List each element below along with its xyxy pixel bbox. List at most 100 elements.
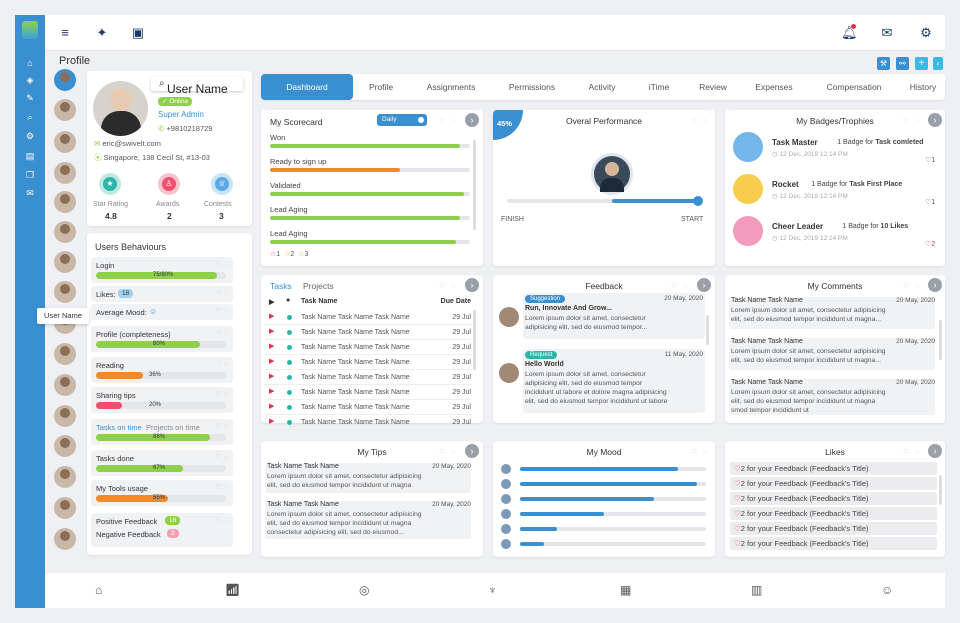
badge-likes[interactable]: ♡1 bbox=[925, 199, 936, 206]
growth-icon[interactable]: 📶︎ bbox=[225, 583, 241, 597]
scrollbar[interactable] bbox=[706, 315, 709, 345]
twitter-icon[interactable]: ✦ bbox=[96, 25, 108, 40]
like-item[interactable]: ♡2 for your Feedback (Feedback's Title) bbox=[730, 537, 937, 550]
feedback-item[interactable]: Request 11 May, 2020 Hello World Lorem ipsu… bbox=[523, 349, 705, 413]
like-item[interactable]: ♡2 for your Feedback (Feedback's Title) bbox=[730, 522, 937, 535]
calendar-icon[interactable]: ▥ bbox=[751, 583, 763, 597]
copy-icon[interactable]: ❐ bbox=[25, 170, 35, 180]
task-row[interactable]: ▶ Task Name Task Name Task Name 29 Jul bbox=[265, 356, 471, 370]
task-row[interactable]: ▶ Task Name Task Name Task Name 29 Jul bbox=[265, 341, 471, 355]
add-button[interactable]: + bbox=[915, 57, 928, 70]
tip-item[interactable]: Task Name Task Name 20 May, 2020 Lorem ips… bbox=[265, 501, 471, 539]
badge-likes[interactable]: ♡1 bbox=[925, 157, 936, 164]
next-button[interactable]: › bbox=[465, 278, 479, 292]
home-icon[interactable]: ⌂ bbox=[95, 583, 103, 597]
tab-dashboard[interactable]: Dashboard bbox=[261, 74, 353, 100]
behaviour-actions-icon[interactable]: ♡ ◌ bbox=[215, 454, 228, 461]
period-toggle[interactable]: Daily bbox=[377, 114, 427, 126]
user-avatar[interactable] bbox=[54, 191, 76, 213]
tab-history[interactable]: History bbox=[909, 82, 937, 92]
app-logo[interactable] bbox=[22, 21, 38, 39]
task-row[interactable]: ▶ Task Name Task Name Task Name 29 Jul bbox=[265, 416, 471, 430]
next-button[interactable]: › bbox=[928, 444, 942, 458]
task-row[interactable]: ▶ Task Name Task Name Task Name 29 Jul bbox=[265, 326, 471, 340]
task-row[interactable]: ▶ Task Name Task Name Task Name 29 Jul bbox=[265, 371, 471, 385]
card-actions-icon[interactable]: ♡ ◌ bbox=[691, 449, 710, 456]
like-item[interactable]: ♡2 for your Feedback (Feedback's Title) bbox=[730, 492, 937, 505]
card-actions-icon[interactable]: ♡ ◌ bbox=[903, 118, 922, 125]
tip-item[interactable]: Task Name Task Name 20 May, 2020 Lorem ips… bbox=[265, 463, 471, 493]
card-actions-icon[interactable]: ♡ ◌ bbox=[439, 118, 458, 125]
link-icon[interactable]: ⚯ bbox=[896, 57, 909, 70]
behaviour-actions-icon[interactable]: ♡ ◌ bbox=[215, 484, 228, 491]
card-actions-icon[interactable]: ♡ ◌ bbox=[439, 449, 458, 456]
comment-item[interactable]: Task Name Task Name 20 May, 2020 Lorem ips… bbox=[729, 297, 935, 329]
tab-itime[interactable]: iTime bbox=[648, 82, 670, 92]
behaviour-actions-icon[interactable]: ♡ ◌ bbox=[215, 330, 228, 337]
feedback-item[interactable]: Suggestion 20 May, 2020 Run, Innovate And … bbox=[523, 293, 705, 339]
user-avatar[interactable] bbox=[54, 99, 76, 121]
mail-icon[interactable]: ✉ bbox=[881, 25, 893, 40]
card-actions-icon[interactable]: ♡ ◌ bbox=[671, 283, 690, 290]
tab-permissions[interactable]: Permissions bbox=[508, 82, 556, 92]
gear-icon[interactable]: ⚙ bbox=[25, 131, 35, 141]
tab-review[interactable]: Review bbox=[699, 82, 727, 92]
next-button[interactable]: › bbox=[697, 278, 711, 292]
tab-tasks[interactable]: Tasks bbox=[270, 281, 292, 291]
menu-icon[interactable]: ≡ bbox=[61, 25, 69, 40]
award-icon[interactable]: ◎ bbox=[359, 583, 370, 597]
behaviour-actions-icon[interactable]: ♡ ◌ bbox=[215, 261, 228, 268]
like-item[interactable]: ♡2 for your Feedback (Feedback's Title) bbox=[730, 477, 937, 490]
task-row[interactable]: ▶ Task Name Task Name Task Name 29 Jul bbox=[265, 311, 471, 325]
card-actions-icon[interactable]: ♡ ◌ bbox=[903, 449, 922, 456]
task-row[interactable]: ▶ Task Name Task Name Task Name 29 Jul bbox=[265, 401, 471, 415]
behaviour-actions-icon[interactable]: ♡ ◌ bbox=[215, 308, 228, 315]
scrollbar[interactable] bbox=[939, 320, 942, 360]
tab-profile[interactable]: Profile bbox=[368, 82, 394, 92]
layers-icon[interactable]: ◈ bbox=[26, 75, 34, 85]
next-button[interactable]: › bbox=[465, 113, 479, 127]
user-avatar[interactable] bbox=[54, 528, 76, 550]
next-button[interactable]: › bbox=[928, 278, 942, 292]
user-email[interactable]: ✉ eric@swivelt.com bbox=[94, 139, 161, 148]
settings-icon[interactable]: ⚙ bbox=[920, 25, 932, 40]
search-icon[interactable]: ⌕ bbox=[159, 78, 165, 89]
tab-projects[interactable]: Projects bbox=[303, 281, 334, 291]
card-actions-icon[interactable]: ♡ ◌ bbox=[903, 283, 922, 290]
tab-assignments[interactable]: Assignments bbox=[426, 82, 476, 92]
tab-activity[interactable]: Activity bbox=[588, 82, 616, 92]
home-icon[interactable]: ⌂ bbox=[27, 58, 33, 68]
tab-expenses[interactable]: Expenses bbox=[755, 82, 793, 92]
user-avatar[interactable] bbox=[54, 374, 76, 396]
document-icon[interactable]: ▤ bbox=[25, 151, 35, 161]
card-actions-icon[interactable]: ♡ ◌ bbox=[439, 283, 458, 290]
user-avatar[interactable] bbox=[54, 405, 76, 427]
edit-icon[interactable]: ✎ bbox=[26, 93, 34, 103]
user-avatar[interactable] bbox=[54, 221, 76, 243]
user-avatar[interactable] bbox=[54, 435, 76, 457]
user-avatar[interactable] bbox=[54, 69, 76, 91]
user-avatar[interactable] bbox=[54, 162, 76, 184]
calculator-icon[interactable]: ▦ bbox=[620, 583, 632, 597]
mail-icon[interactable]: ✉ bbox=[26, 188, 34, 198]
user-avatar[interactable] bbox=[54, 251, 76, 273]
user-avatar[interactable] bbox=[54, 497, 76, 519]
search-popover[interactable]: ⌕ bbox=[151, 77, 243, 91]
collapse-button[interactable]: ‹ bbox=[933, 57, 943, 70]
smile-icon[interactable]: ☺ bbox=[881, 583, 894, 597]
next-button[interactable]: › bbox=[465, 444, 479, 458]
scrollbar[interactable] bbox=[473, 140, 476, 230]
behaviour-actions-icon[interactable]: ♡ ◌ bbox=[215, 391, 228, 398]
tool-icon[interactable]: ⚒ bbox=[877, 57, 890, 70]
behaviour-actions-icon[interactable]: ♡ ◌ bbox=[215, 290, 228, 297]
trophy-icon[interactable]: ♆ bbox=[488, 583, 497, 597]
like-item[interactable]: ♡2 for your Feedback (Feedback's Title) bbox=[730, 462, 937, 475]
task-row[interactable]: ▶ Task Name Task Name Task Name 29 Jul bbox=[265, 386, 471, 400]
behaviour-actions-icon[interactable]: ♡ ◌ bbox=[215, 361, 228, 368]
next-button[interactable]: › bbox=[928, 113, 942, 127]
scrollbar[interactable] bbox=[939, 475, 942, 505]
behaviour-actions-icon[interactable]: ♡ ◌ bbox=[215, 517, 228, 524]
scrollbar[interactable] bbox=[473, 310, 476, 370]
user-avatar[interactable] bbox=[54, 343, 76, 365]
user-avatar[interactable] bbox=[54, 131, 76, 153]
